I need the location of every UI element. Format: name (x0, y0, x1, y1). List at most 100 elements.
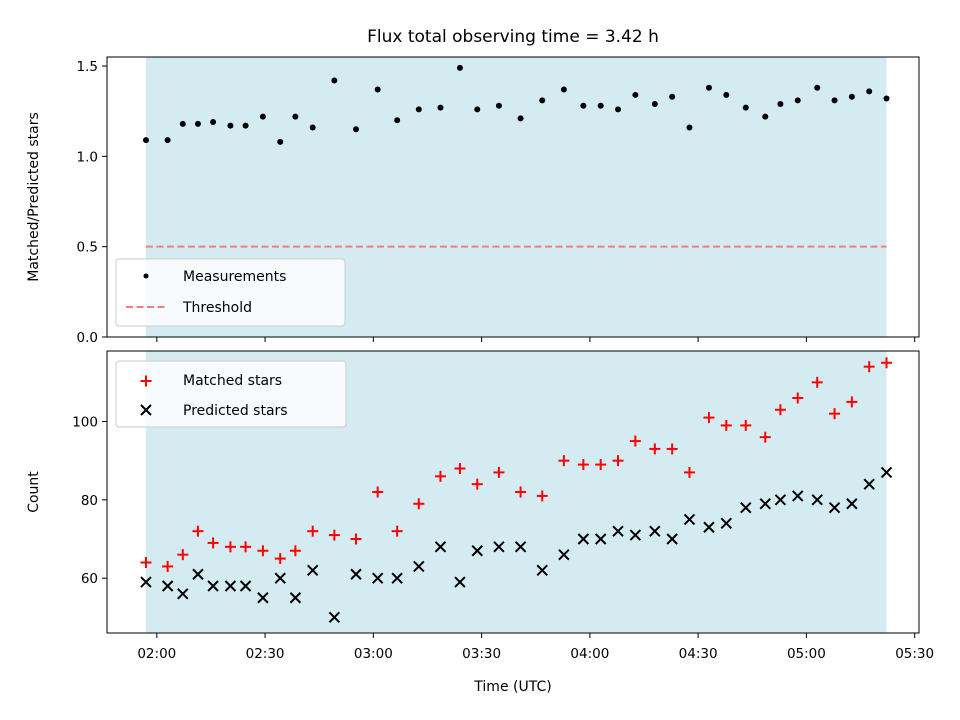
measurement-point (227, 122, 234, 129)
predicted-star-point-b (434, 541, 447, 553)
predicted-star-point (257, 592, 269, 604)
predicted-star-point-b (257, 592, 269, 604)
bottom-axes-frame (106, 350, 920, 634)
chart-title: Flux total observing time = 3.42 h (367, 27, 659, 47)
matched-star-point (649, 443, 661, 455)
matched-star-point (224, 541, 236, 553)
predicted-star-point-b (828, 501, 841, 514)
predicted-star-point-b (192, 568, 204, 580)
matched-star-point (328, 529, 340, 541)
matched-star-point (207, 537, 219, 549)
predicted-star-point (161, 580, 174, 592)
measurement-point (210, 119, 217, 126)
predicted-star-point (594, 533, 607, 545)
measurement-point (866, 88, 873, 95)
predicted-star-point-b (577, 533, 590, 545)
matched-star-point (846, 396, 858, 408)
predicted-star-point (811, 494, 823, 506)
predicted-star-point-b (207, 580, 219, 592)
predicted-star-point-b (391, 572, 403, 584)
predicted-star-point-b (328, 611, 341, 624)
legend-matched-marker (140, 375, 152, 387)
matched-star-point (577, 459, 589, 471)
measurement-point (723, 91, 730, 98)
matched-star-point (240, 541, 252, 553)
measurement-point (277, 138, 284, 145)
predicted-star-point-b (140, 576, 152, 588)
top-panel: 0.0 0.5 1.0 1.5 Flux total observing time =… (26, 27, 920, 346)
predicted-star-point-b (649, 525, 661, 537)
predicted-star-point (289, 592, 302, 604)
measurement-point (686, 124, 693, 131)
matched-star-point (289, 545, 301, 557)
measurement-point (669, 93, 676, 100)
predicted-star-point (514, 541, 527, 553)
predicted-star-point (239, 580, 252, 592)
predicted-star-point-b (666, 533, 678, 545)
predicted-star-point (207, 580, 219, 592)
x-tick-label: 05:30 (895, 646, 934, 662)
measurement-point (705, 84, 712, 91)
measurement-point (597, 102, 604, 109)
top-x-ticks (156, 337, 916, 342)
matched-star-point (720, 419, 732, 431)
predicted-star-point-b (224, 580, 237, 592)
measurement-point (292, 113, 299, 120)
legend-predicted-label: Predicted stars (183, 403, 288, 419)
predicted-star-point-b (759, 498, 771, 510)
predicted-star-point (140, 576, 152, 588)
matched-star-point (391, 525, 403, 537)
matched-stars-points (140, 357, 893, 572)
matched-star-point (863, 361, 875, 373)
measurement-point (353, 126, 360, 133)
matched-star-point (307, 525, 319, 537)
predicted-star-point (413, 560, 425, 573)
measurement-point (615, 106, 622, 113)
predicted-star-point (774, 494, 787, 506)
predicted-star-point (703, 521, 715, 533)
top-legend-box (115, 258, 346, 327)
predicted-star-point (759, 498, 771, 510)
predicted-star-point (558, 548, 570, 561)
x-tick-label: 02:00 (137, 646, 176, 662)
predicted-star-point (328, 611, 341, 624)
predicted-star-point-b (493, 541, 505, 553)
predicted-star-point (649, 525, 661, 537)
x-tick-label: 04:00 (570, 646, 609, 662)
matched-star-point (703, 412, 715, 424)
measurement-point (651, 100, 658, 107)
measurement-point (580, 102, 587, 109)
predicted-star-point-b (239, 580, 252, 592)
matched-star-point (558, 455, 570, 467)
predicted-star-point-b (629, 529, 642, 541)
measurement-point (560, 86, 567, 93)
predicted-star-point (629, 529, 642, 541)
predicted-star-point (471, 545, 483, 557)
predicted-star-point-b (792, 490, 804, 502)
x-axis-label: Time (UTC) (473, 679, 551, 695)
predicted-star-point-b (774, 494, 787, 506)
predicted-star-point-b (161, 580, 174, 592)
y-tick-label: 1.0 (77, 149, 98, 165)
predicted-star-point (740, 501, 752, 514)
predicted-star-point-b (720, 517, 732, 530)
matched-star-point (515, 486, 527, 498)
matched-star-point (811, 376, 823, 388)
predicted-star-point-b (703, 521, 715, 533)
predicted-star-point (846, 498, 858, 510)
legend-measurements-marker (143, 273, 149, 279)
measurement-point (456, 64, 463, 71)
x-tick-label: 02:30 (246, 646, 285, 662)
predicted-star-point (192, 568, 204, 580)
top-y-ticks: 0.0 0.5 1.0 1.5 (77, 59, 107, 346)
matched-star-point (740, 419, 752, 431)
bottom-legend: Matched stars Predicted stars (115, 360, 347, 428)
x-tick-label: 03:30 (462, 646, 501, 662)
predicted-star-point (177, 588, 189, 600)
predicted-star-point-b (371, 572, 384, 584)
matched-star-point (759, 431, 771, 443)
measurement-point (309, 124, 316, 131)
predicted-star-point-b (811, 494, 823, 506)
predicted-star-point-b (454, 576, 466, 588)
